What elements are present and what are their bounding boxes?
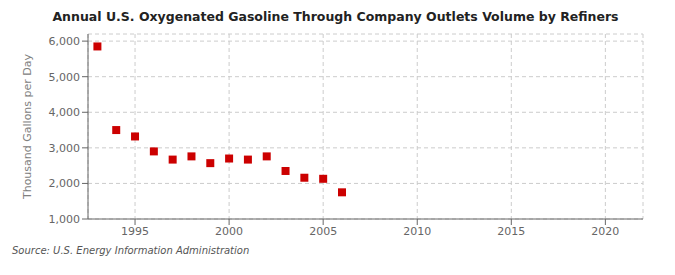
svg-text:2010: 2010 [403, 225, 431, 238]
svg-text:2005: 2005 [309, 225, 337, 238]
svg-text:1,000: 1,000 [49, 213, 81, 226]
svg-text:6,000: 6,000 [49, 35, 81, 48]
html-text:Annual U.S. Oxygenated Gasolin: Annual U.S. Oxygenated Gasoline Through … [52, 9, 619, 24]
svg-text:Thousand Gallons per Day: Thousand Gallons per Day [21, 53, 34, 200]
svg-text:3,000: 3,000 [49, 142, 81, 155]
svg-text:1995: 1995 [121, 225, 149, 238]
svg-text:5,000: 5,000 [49, 71, 81, 84]
svg-text:2,000: 2,000 [49, 177, 81, 190]
html-text:Source: U.S. Energy Informatio: Source: U.S. Energy Information Administ… [12, 245, 250, 256]
svg-text:2000: 2000 [215, 225, 243, 238]
svg-text:2020: 2020 [591, 225, 619, 238]
svg-text:4,000: 4,000 [49, 106, 81, 119]
svg-text:2015: 2015 [497, 225, 525, 238]
